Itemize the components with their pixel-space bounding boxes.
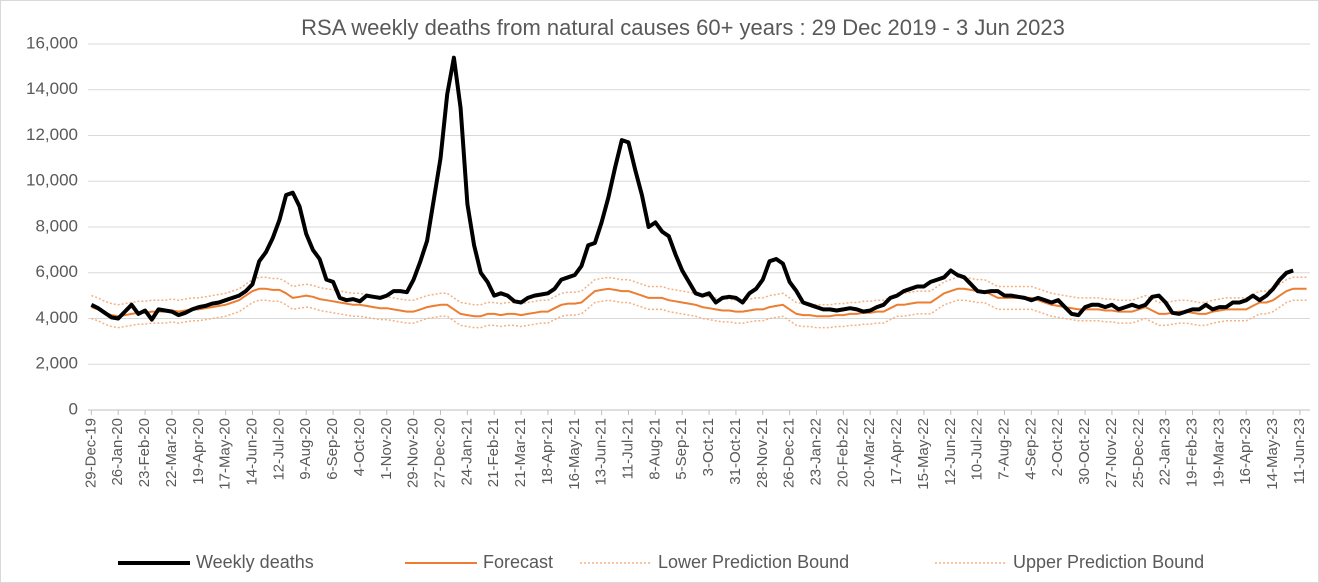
x-tick-label: 3-Oct-21 [700,418,717,476]
x-tick-label: 4-Sep-22 [1022,418,1039,480]
x-tick-label: 27-Dec-20 [431,418,448,488]
y-tick-label: 4,000 [35,308,78,327]
x-tick-label: 1-Nov-20 [378,418,395,480]
x-tick-label: 14-Jun-20 [243,418,260,486]
x-tick-label: 29-Nov-20 [405,418,422,488]
x-tick-label: 29-Dec-19 [82,418,99,488]
x-tick-label: 15-May-22 [915,418,932,490]
x-tick-label: 11-Jun-23 [1291,418,1308,484]
legend-label: Upper Prediction Bound [1013,552,1204,572]
legend-label: Lower Prediction Bound [658,552,849,572]
x-tick-label: 4-Oct-20 [351,418,368,476]
x-tick-label: 22-Jan-23 [1157,418,1174,486]
legend-label: Weekly deaths [196,552,314,572]
x-tick-label: 27-Nov-22 [1103,418,1120,488]
y-tick-label: 14,000 [26,79,78,98]
x-tick-label: 25-Dec-22 [1130,418,1147,488]
x-tick-label: 24-Jan-21 [458,418,475,486]
y-tick-label: 10,000 [26,171,78,190]
x-tick-label: 10-Jul-22 [969,418,986,481]
x-tick-label: 6-Sep-20 [324,418,341,480]
x-tick-label: 14-May-23 [1264,418,1281,490]
x-tick-label: 8-Aug-21 [646,418,663,480]
x-tick-label: 19-Apr-20 [190,418,207,485]
y-tick-label: 0 [69,399,78,418]
x-tick-label: 22-Mar-20 [163,418,180,487]
x-tick-label: 23-Jan-22 [807,418,824,486]
x-tick-label: 5-Sep-21 [673,418,690,480]
x-tick-label: 9-Aug-20 [297,418,314,480]
x-tick-label: 12-Jul-20 [270,418,287,481]
x-tick-label: 7-Aug-22 [995,418,1012,480]
y-tick-label: 12,000 [26,125,78,144]
x-tick-label: 31-Oct-21 [727,418,744,485]
legend-label: Forecast [483,552,553,572]
series-line [90,55,1294,322]
y-tick-label: 2,000 [35,354,78,373]
x-tick-label: 23-Feb-20 [136,418,153,487]
y-tick-label: 6,000 [35,262,78,281]
x-tick-label: 21-Mar-21 [512,418,529,487]
x-tick-label: 16-May-21 [566,418,583,490]
x-tick-label: 11-Jul-21 [619,418,636,479]
x-tick-label: 21-Feb-21 [485,418,502,487]
x-tick-label: 19-Feb-23 [1183,418,1200,487]
y-tick-label: 8,000 [35,216,78,235]
x-tick-label: 26-Jan-20 [109,418,126,486]
x-tick-label: 17-May-20 [217,418,234,490]
x-tick-label: 19-Mar-23 [1210,418,1227,487]
x-tick-label: 13-Jun-21 [593,418,610,486]
x-tick-label: 18-Apr-21 [539,418,556,485]
chart-title: RSA weekly deaths from natural causes 60… [301,15,1065,40]
series-line [91,287,1307,318]
y-tick-label: 16,000 [26,33,78,52]
x-tick-label: 30-Oct-22 [1076,418,1093,485]
x-tick-label: 20-Feb-22 [834,418,851,487]
x-tick-label: 28-Nov-21 [754,418,771,488]
x-tick-label: 2-Oct-22 [1049,418,1066,476]
x-tick-label: 12-Jun-22 [942,418,959,486]
x-tick-label: 20-Mar-22 [861,418,878,487]
x-tick-label: 26-Dec-21 [781,418,798,488]
x-tick-label: 16-Apr-23 [1237,418,1254,485]
x-tick-label: 17-Apr-22 [888,418,905,485]
